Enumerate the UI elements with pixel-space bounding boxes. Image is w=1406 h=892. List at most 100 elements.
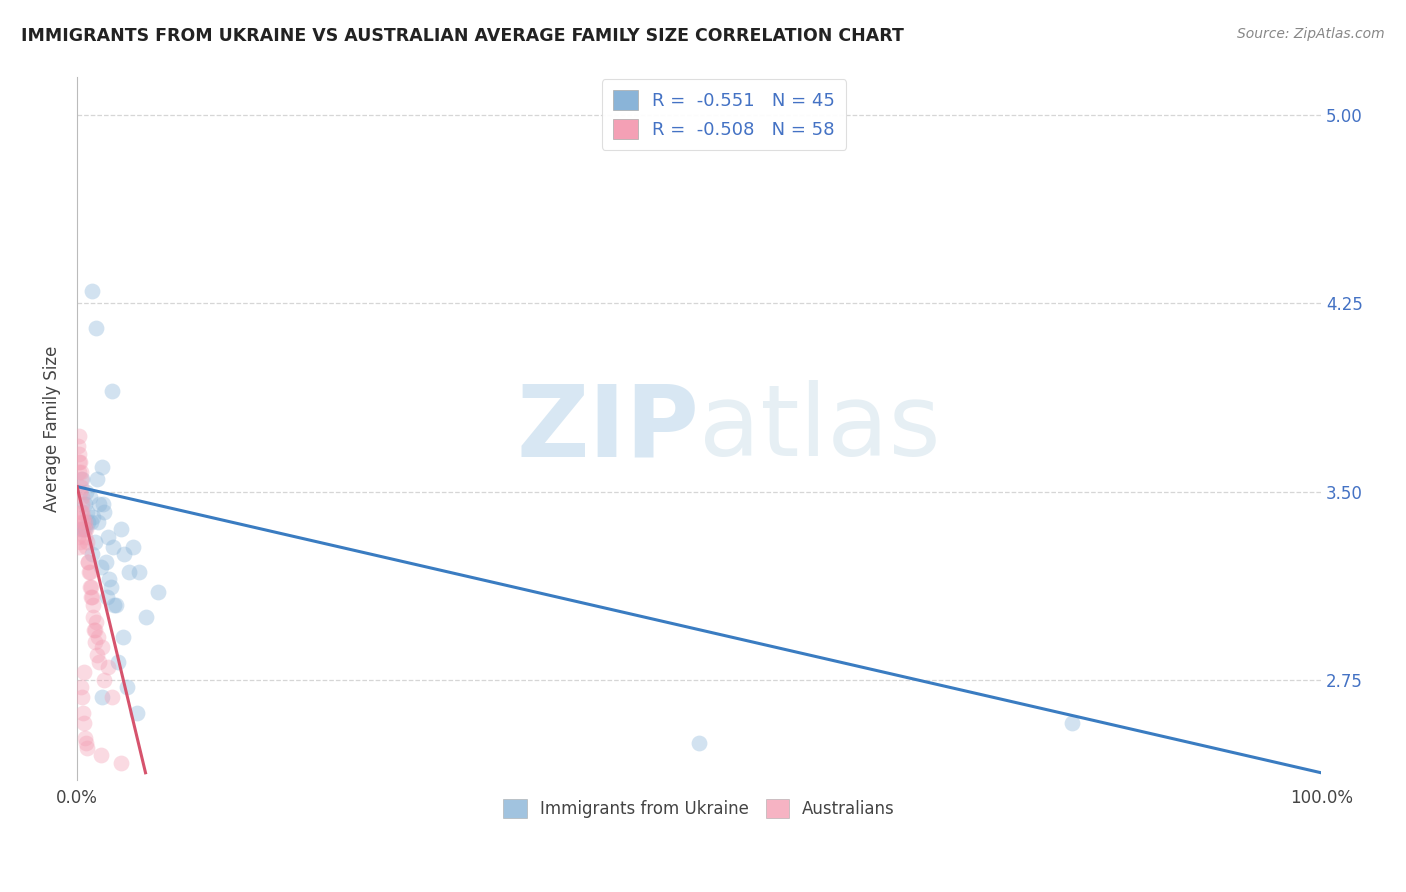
Point bbox=[103, 598, 125, 612]
Point bbox=[83, 623, 105, 637]
Point bbox=[688, 736, 710, 750]
Point bbox=[73, 515, 96, 529]
Text: IMMIGRANTS FROM UKRAINE VS AUSTRALIAN AVERAGE FAMILY SIZE CORRELATION CHART: IMMIGRANTS FROM UKRAINE VS AUSTRALIAN AV… bbox=[21, 27, 904, 45]
Point bbox=[87, 515, 110, 529]
Point bbox=[83, 623, 105, 637]
Point bbox=[97, 660, 120, 674]
Point bbox=[80, 590, 103, 604]
Point bbox=[101, 384, 124, 399]
Point bbox=[89, 656, 111, 670]
Point bbox=[69, 465, 91, 479]
Point bbox=[93, 673, 115, 687]
Point bbox=[80, 548, 103, 562]
Point bbox=[69, 515, 91, 529]
Text: ZIP: ZIP bbox=[516, 380, 699, 477]
Point bbox=[77, 565, 100, 579]
Point bbox=[112, 548, 135, 562]
Point bbox=[73, 497, 96, 511]
Point bbox=[101, 540, 124, 554]
Point bbox=[128, 565, 150, 579]
Point bbox=[69, 454, 91, 468]
Point bbox=[90, 748, 112, 763]
Point bbox=[75, 522, 97, 536]
Point bbox=[73, 731, 96, 745]
Point bbox=[100, 580, 122, 594]
Point bbox=[69, 522, 91, 536]
Point bbox=[93, 505, 115, 519]
Point bbox=[96, 590, 118, 604]
Text: atlas: atlas bbox=[699, 380, 941, 477]
Point bbox=[72, 505, 94, 519]
Point bbox=[69, 480, 91, 494]
Point bbox=[69, 534, 91, 549]
Point bbox=[82, 610, 104, 624]
Point bbox=[86, 648, 108, 662]
Point bbox=[72, 706, 94, 720]
Point bbox=[87, 630, 110, 644]
Point bbox=[75, 540, 97, 554]
Point bbox=[69, 522, 91, 536]
Point bbox=[77, 555, 100, 569]
Point bbox=[76, 505, 98, 519]
Point bbox=[69, 484, 91, 499]
Point bbox=[110, 522, 132, 536]
Point bbox=[82, 509, 104, 524]
Point bbox=[94, 555, 117, 569]
Point bbox=[70, 472, 93, 486]
Point bbox=[67, 530, 90, 544]
Point bbox=[79, 565, 101, 579]
Point bbox=[73, 522, 96, 536]
Point bbox=[146, 585, 169, 599]
Point bbox=[80, 284, 103, 298]
Point bbox=[80, 580, 103, 594]
Point bbox=[134, 610, 156, 624]
Point bbox=[69, 447, 91, 461]
Point bbox=[84, 615, 107, 629]
Point bbox=[75, 484, 97, 499]
Point bbox=[97, 530, 120, 544]
Point bbox=[86, 472, 108, 486]
Point bbox=[1062, 715, 1084, 730]
Point bbox=[91, 640, 114, 655]
Point bbox=[104, 598, 127, 612]
Point bbox=[112, 630, 135, 644]
Point bbox=[72, 509, 94, 524]
Point bbox=[77, 515, 100, 529]
Point bbox=[70, 681, 93, 695]
Point bbox=[79, 580, 101, 594]
Point bbox=[107, 656, 129, 670]
Point bbox=[90, 560, 112, 574]
Point bbox=[75, 736, 97, 750]
Point bbox=[98, 573, 121, 587]
Point bbox=[72, 715, 94, 730]
Point bbox=[67, 465, 90, 479]
Text: Source: ZipAtlas.com: Source: ZipAtlas.com bbox=[1237, 27, 1385, 41]
Point bbox=[67, 540, 90, 554]
Point bbox=[72, 515, 94, 529]
Point bbox=[84, 635, 107, 649]
Point bbox=[82, 598, 104, 612]
Point bbox=[70, 472, 93, 486]
Point bbox=[80, 590, 103, 604]
Point bbox=[67, 439, 90, 453]
Point bbox=[67, 429, 90, 443]
Point bbox=[70, 490, 93, 504]
Point bbox=[67, 454, 90, 468]
Point bbox=[70, 690, 93, 705]
Point bbox=[115, 681, 138, 695]
Point bbox=[76, 740, 98, 755]
Point bbox=[91, 459, 114, 474]
Point bbox=[70, 497, 93, 511]
Point bbox=[76, 534, 98, 549]
Point bbox=[73, 665, 96, 680]
Point bbox=[89, 497, 111, 511]
Point bbox=[79, 490, 101, 504]
Legend: Immigrants from Ukraine, Australians: Immigrants from Ukraine, Australians bbox=[496, 793, 901, 825]
Point bbox=[122, 540, 145, 554]
Point bbox=[101, 690, 124, 705]
Point bbox=[80, 515, 103, 529]
Point bbox=[83, 534, 105, 549]
Point bbox=[70, 505, 93, 519]
Point bbox=[91, 690, 114, 705]
Point bbox=[75, 530, 97, 544]
